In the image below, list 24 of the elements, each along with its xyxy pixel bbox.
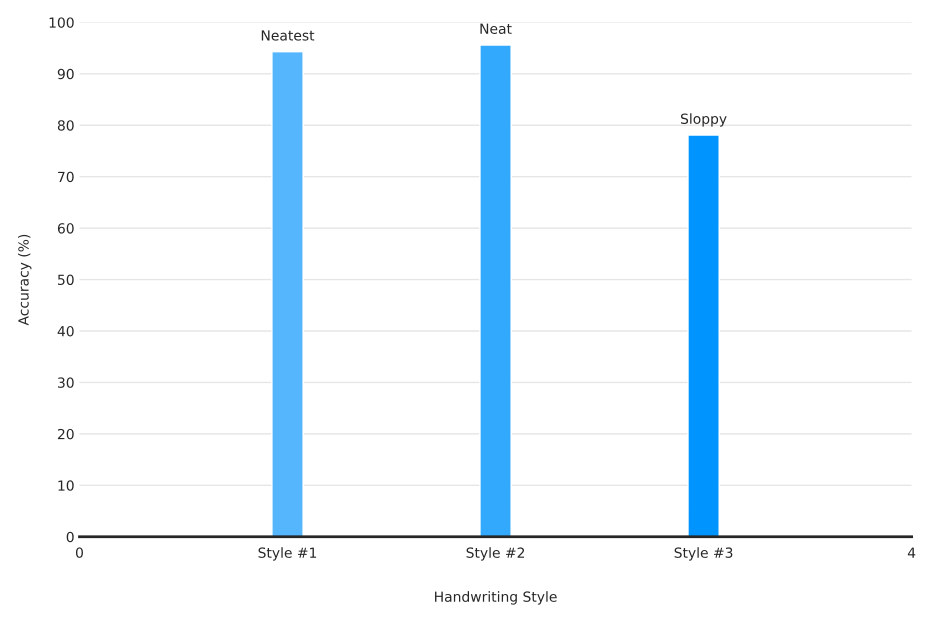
x-axis-title: Handwriting Style (435, 591, 557, 605)
y-tick-label: 0 (66, 532, 74, 542)
y-tick-label: 60 (58, 223, 74, 234)
x-tick-label: 0 (76, 547, 83, 558)
bar (271, 50, 304, 537)
y-tick-label: 50 (58, 274, 74, 286)
annotation: Sloppy (680, 113, 727, 127)
y-tick-label: 10 (58, 480, 74, 491)
y-tick-label: 70 (58, 172, 74, 182)
y-tick-label: 20 (58, 428, 74, 440)
x-tick-label: Style #2 (466, 547, 524, 561)
x-tick-label: Style #3 (674, 547, 732, 561)
x-tick-label: 4 (908, 548, 916, 558)
y-tick-label: 30 (58, 377, 74, 388)
x-tick-label: Style #1 (258, 547, 316, 561)
y-tick-label: 80 (58, 120, 74, 131)
y-tick-label: 100 (50, 17, 74, 28)
y-axis-title: Accuracy (%) (18, 234, 32, 326)
annotation: Neatest (262, 30, 314, 41)
y-tick-label: 90 (58, 68, 74, 80)
y-tick-label: 40 (58, 326, 74, 336)
annotation: Neat (480, 24, 512, 34)
bar (479, 44, 512, 537)
bar (687, 134, 720, 537)
